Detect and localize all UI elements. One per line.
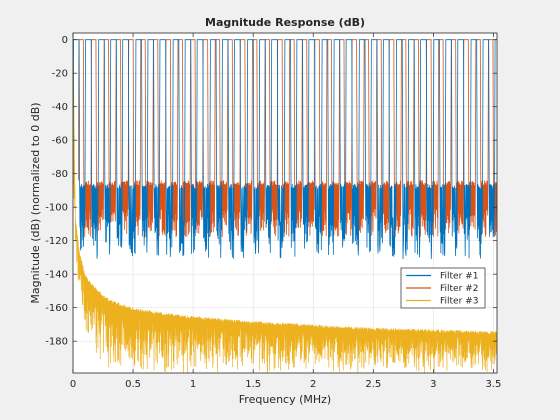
y-tick-label: -140 bbox=[45, 270, 68, 281]
series-line-filter-1 bbox=[73, 39, 497, 260]
x-tick-label: 3.5 bbox=[485, 379, 501, 390]
series-line-filter-2 bbox=[78, 39, 497, 238]
legend-label: Filter #1 bbox=[440, 272, 478, 282]
x-tick-label: 2.5 bbox=[365, 379, 381, 390]
x-axis-label: Frequency (MHz) bbox=[239, 393, 331, 406]
y-tick-label: -160 bbox=[45, 303, 68, 314]
x-tick-label: 0.5 bbox=[125, 379, 141, 390]
x-tick-label: 3 bbox=[430, 379, 436, 390]
x-tick-label: 0 bbox=[70, 379, 76, 390]
y-tick-label: -20 bbox=[52, 69, 68, 80]
y-tick-label: -80 bbox=[52, 169, 68, 180]
axes-box bbox=[72, 32, 498, 374]
chart-title: Magnitude Response (dB) bbox=[205, 16, 365, 29]
x-tick-label: 1.5 bbox=[245, 379, 261, 390]
legend: Filter #1 Filter #2 Filter #3 bbox=[400, 267, 486, 309]
y-tick-label: -120 bbox=[45, 236, 68, 247]
x-tick-label: 2 bbox=[310, 379, 316, 390]
legend-label: Filter #2 bbox=[440, 284, 478, 294]
legend-label: Filter #3 bbox=[440, 297, 478, 307]
axis-ticks: 0 0.5 1 1.5 2 2.5 3 3.5 0 -20 -40 -60 -80 -100 -120 -14… bbox=[45, 33, 501, 390]
y-tick-label: -40 bbox=[52, 102, 68, 113]
x-tick-label: 1 bbox=[190, 379, 196, 390]
y-tick-label: -60 bbox=[52, 136, 68, 147]
series-line-filter-3 bbox=[73, 42, 497, 373]
y-axis-label: Magnitude (dB) (normalized to 0 dB) bbox=[29, 102, 42, 303]
y-tick-label: 0 bbox=[62, 35, 68, 46]
y-tick-label: -180 bbox=[45, 337, 68, 348]
y-tick-label: -100 bbox=[45, 203, 68, 214]
